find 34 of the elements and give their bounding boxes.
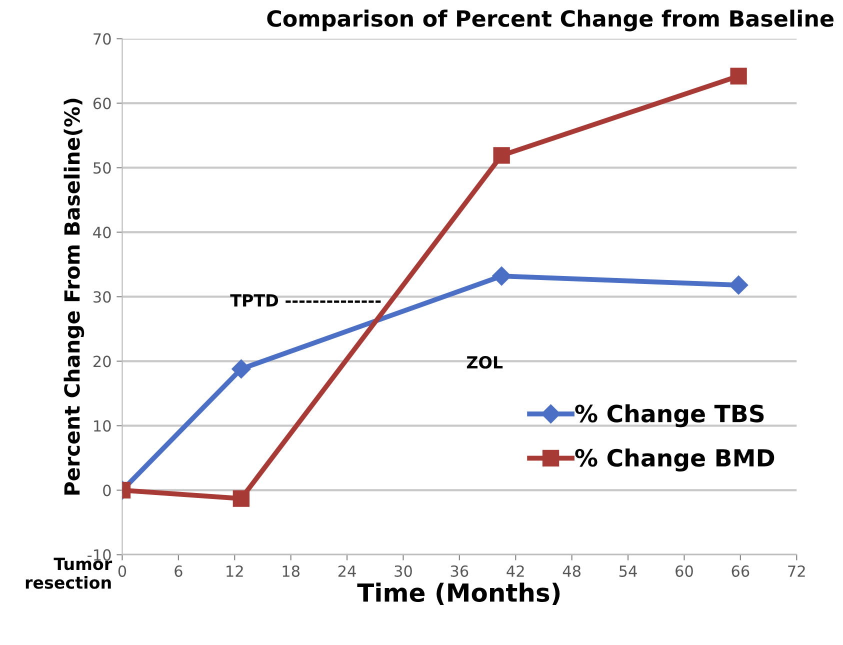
x-tick-label: 18 — [282, 565, 300, 577]
x-tick-label: 12 — [226, 565, 243, 577]
y-tick-label: 0 — [103, 484, 111, 496]
point — [232, 490, 250, 507]
y-tick-label: 30 — [94, 291, 111, 303]
x-axis-title: Time (Months) — [357, 582, 560, 605]
x-tick-label: 36 — [450, 565, 468, 577]
chart-title: Comparison of Percent Change from Baseline — [267, 10, 834, 32]
y-tick-label: 40 — [93, 226, 111, 238]
x-tick-label: 0 — [118, 565, 126, 577]
x-tick-label: 72 — [788, 565, 805, 577]
x-tick-label: 24 — [338, 565, 356, 577]
point — [729, 276, 748, 295]
x-tick-label: 48 — [562, 565, 581, 577]
x-tick-label: 66 — [732, 565, 750, 577]
y-tick-label: 60 — [93, 98, 111, 110]
point — [492, 266, 512, 286]
y-tick-label: 50 — [94, 162, 111, 174]
point — [730, 68, 747, 84]
y-tick-label: 20 — [93, 356, 111, 368]
y-tick-label: 70 — [94, 33, 111, 45]
x-tick-label: 60 — [676, 565, 693, 577]
x-tick-label: 54 — [619, 566, 637, 577]
legend-label: % Change TBS — [575, 404, 764, 428]
x-tick-label: 42 — [506, 565, 524, 577]
y-axis-title: Percent Change From Baseline(%) — [64, 98, 84, 495]
legend-label: % Change BMD — [575, 448, 774, 472]
annotation: TPTD -------------- — [230, 294, 381, 306]
y-tick-label: 10 — [94, 420, 111, 432]
annotation: ZOL — [466, 356, 503, 369]
point — [232, 359, 251, 378]
point — [493, 147, 510, 164]
x-tick-label: 6 — [174, 565, 182, 577]
x-tick-label: 30 — [394, 565, 412, 577]
